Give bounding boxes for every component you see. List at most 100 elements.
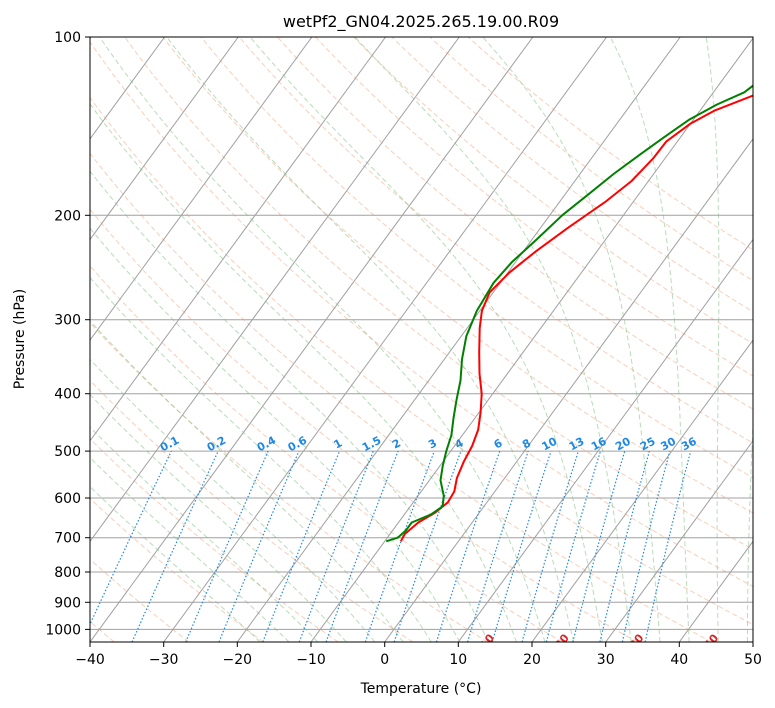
dry-adiabat-label: 20 [552, 631, 572, 651]
dry-adiabat-label: 30 [627, 631, 647, 651]
profile-series [385, 84, 753, 543]
dry-adiabat-line [90, 208, 638, 642]
moist-adiabats [90, 37, 753, 642]
mixing-ratio-label: 30 [658, 435, 678, 454]
dewpoint-line [385, 84, 753, 543]
y-tick-label: 100 [54, 30, 81, 46]
mixing-ratio-line [572, 450, 626, 642]
dry-adiabat-line [90, 96, 753, 626]
mixing-ratio-line [491, 450, 552, 642]
mixing-ratio-label: 36 [679, 435, 699, 454]
mixing-ratio-line [521, 450, 579, 642]
dry-adiabat-line [90, 41, 753, 588]
y-tick-label: 400 [54, 387, 81, 403]
mixing-ratio-label: 13 [567, 435, 587, 454]
temperature-line [400, 94, 753, 542]
mixing-ratio-line [298, 450, 374, 642]
moist-adiabat-line [90, 227, 461, 642]
moist-adiabat-line [90, 393, 347, 642]
isobar-grid [90, 37, 753, 630]
dry-adiabat-line [200, 37, 753, 479]
isotherm-line [310, 37, 753, 642]
x-axis-ticks: −40 −30 −20 −10 0 10 20 30 40 50 [75, 642, 762, 668]
x-tick-label: 20 [523, 652, 541, 668]
moist-adiabat-line [99, 37, 546, 642]
y-tick-label: 500 [54, 444, 81, 460]
mixing-ratio-line [131, 450, 219, 642]
y-tick-label: 600 [54, 491, 81, 507]
mixing-ratio-line [644, 450, 692, 642]
mixing-ratio-line [545, 450, 602, 642]
isotherm-line [384, 138, 753, 642]
moist-adiabat-line [705, 37, 720, 642]
isotherm-line [605, 439, 753, 642]
x-tick-label: −30 [149, 652, 179, 668]
moist-adiabat-line [354, 37, 632, 642]
x-tick-label: −20 [223, 652, 253, 668]
x-tick-label: 30 [597, 652, 615, 668]
mixing-ratio-line [325, 450, 399, 642]
moist-adiabat-line [609, 37, 690, 642]
chart-title: wetPf2_GN04.2025.265.19.00.R09 [283, 12, 559, 32]
dry-adiabat-line [90, 558, 190, 642]
dry-adiabat-line [162, 37, 753, 514]
y-tick-label: 800 [54, 565, 81, 581]
mixing-ratio-line [435, 450, 501, 642]
moist-adiabat-line [90, 358, 376, 642]
x-tick-label: 0 [380, 652, 389, 668]
y-tick-label: 1000 [45, 622, 81, 638]
isotherm-line [90, 37, 534, 642]
mixing-ratio-line [262, 450, 341, 642]
dry-adiabat-label: 40 [701, 631, 721, 651]
moist-adiabat-line [90, 320, 404, 642]
plot-frame [89, 36, 754, 643]
x-axis-label: Temperature (°C) [360, 681, 482, 697]
moist-adiabat-line [90, 426, 319, 642]
dry-adiabat-line [277, 37, 753, 410]
isotherm-line [90, 37, 387, 442]
y-axis-label: Pressure (hPa) [12, 289, 28, 389]
moist-adiabat-line [249, 37, 603, 642]
x-tick-label: 50 [744, 652, 762, 668]
y-tick-label: 300 [54, 313, 81, 329]
mixing-ratio-line [218, 450, 300, 642]
dry-adiabat-line [315, 37, 753, 377]
moist-adiabat-line [746, 415, 753, 642]
mixing-ratio-line [466, 450, 529, 642]
isotherm-line [457, 238, 753, 642]
y-tick-label: 700 [54, 531, 81, 547]
mixing-ratio-label: 25 [638, 435, 658, 454]
moist-adiabat-line [166, 37, 575, 642]
isotherm-line [90, 37, 239, 241]
x-tick-label: −40 [75, 652, 105, 668]
dry-adiabat-label: 10 [477, 631, 497, 651]
mixing-ratio-line [393, 450, 462, 642]
y-tick-label: 900 [54, 595, 81, 611]
dry-adiabat-line [90, 265, 563, 642]
isotherm-line [163, 37, 608, 642]
mixing-ratio-line [90, 450, 172, 626]
mixing-ratio-line [185, 450, 269, 642]
y-tick-label: 200 [54, 208, 81, 224]
mixing-ratio-lines [90, 450, 692, 642]
mixing-ratio-line [621, 450, 671, 642]
isotherm-line [531, 339, 753, 642]
mixing-ratio-label: 10 [540, 435, 560, 454]
mixing-ratio-label: 16 [589, 435, 609, 454]
dry-adiabat-line [90, 438, 339, 642]
moist-adiabat-line [482, 37, 661, 642]
isotherm-line [90, 37, 166, 140]
isotherm-line [236, 37, 681, 642]
x-tick-label: 40 [670, 652, 688, 668]
moist-adiabat-line [90, 276, 432, 642]
x-tick-label: 10 [449, 652, 467, 668]
y-axis-ticks: 100 200 300 400 500 600 700 800 900 1000 [45, 30, 90, 638]
mixing-ratio-line [364, 450, 435, 642]
mixing-ratio-label: 20 [613, 435, 633, 454]
moist-adiabat-line [90, 170, 489, 642]
dry-adiabat-line [124, 37, 753, 550]
moist-adiabat-line [90, 103, 517, 642]
